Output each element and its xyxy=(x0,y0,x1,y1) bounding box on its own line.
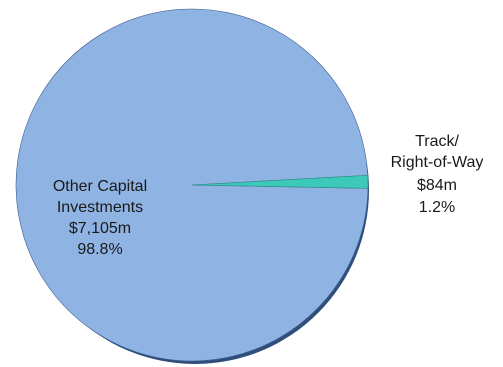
slice-track-right-of-way xyxy=(191,175,369,189)
label-other-capital-line1: Other Capital xyxy=(53,178,147,195)
label-track-line1: Track/ xyxy=(415,133,459,150)
label-track-value: $84m xyxy=(417,177,457,194)
pie-labels: Other Capital Investments $7,105m 98.8% … xyxy=(53,133,484,258)
label-other-capital-value: $7,105m xyxy=(69,220,131,237)
label-other-capital-percent: 98.8% xyxy=(77,241,122,258)
label-track-line2: Right-of-Way xyxy=(391,154,484,171)
pie-slices xyxy=(15,8,369,362)
label-other-capital-line2: Investments xyxy=(57,199,143,216)
label-track-percent: 1.2% xyxy=(419,199,455,216)
